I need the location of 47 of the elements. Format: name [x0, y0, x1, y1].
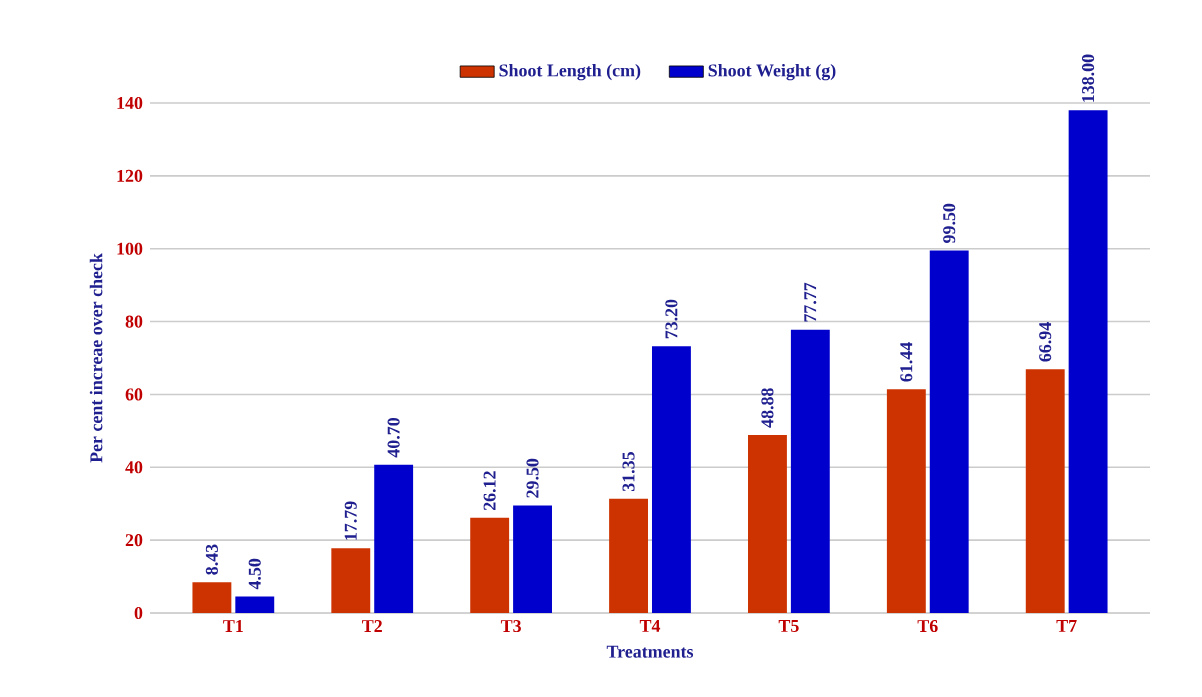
legend-label: Shoot Length (cm) — [499, 63, 641, 81]
bar — [470, 517, 510, 613]
data-label: 8.43 — [205, 544, 218, 575]
x-tick-label: T5 — [778, 620, 799, 632]
data-label: 29.50 — [526, 458, 539, 498]
x-tick-label: T2 — [362, 620, 382, 632]
data-label: 66.94 — [1039, 322, 1052, 362]
y-tick-label: 0 — [134, 606, 143, 620]
bar — [1068, 110, 1108, 613]
bar — [1025, 369, 1065, 613]
bar — [331, 548, 371, 613]
data-label: 26.12 — [483, 471, 496, 511]
x-tick-label: T7 — [1056, 620, 1077, 632]
data-label: 40.70 — [387, 418, 400, 458]
bar — [748, 434, 787, 613]
data-label: 4.50 — [248, 558, 261, 590]
x-tick-label: T3 — [500, 620, 521, 633]
x-tick-label: T6 — [917, 620, 938, 633]
data-label: 77.77 — [804, 282, 817, 322]
y-tick-label: 40 — [125, 461, 143, 474]
y-tick-label: 120 — [117, 169, 143, 182]
data-label: 138.00 — [1082, 54, 1095, 102]
bar — [929, 250, 969, 613]
y-tick-label: 60 — [125, 388, 143, 401]
bar — [886, 389, 926, 613]
data-label: 73.20 — [665, 299, 678, 339]
bar — [235, 596, 275, 613]
bar — [609, 498, 649, 613]
data-label: 99.50 — [943, 203, 956, 243]
bar — [374, 464, 414, 613]
bar — [790, 329, 830, 613]
y-axis-title: Per cent increae over check — [89, 253, 103, 463]
bar — [192, 582, 232, 613]
bar — [651, 346, 691, 613]
y-tick-label: 80 — [125, 315, 143, 328]
x-tick-label: T1 — [223, 620, 243, 632]
y-tick-label: 100 — [117, 242, 143, 255]
y-tick-label: 20 — [125, 534, 143, 547]
data-label: 48.88 — [761, 388, 774, 428]
data-label: 17.79 — [344, 501, 357, 540]
data-label: 31.35 — [622, 452, 635, 492]
x-tick-label: T4 — [639, 620, 661, 632]
legend-label: Shoot Weight (g) — [708, 63, 836, 81]
bar — [513, 505, 552, 613]
data-label: 61.44 — [900, 342, 913, 382]
x-axis-title: Treatments — [606, 645, 694, 658]
y-tick-label: 140 — [117, 96, 143, 110]
